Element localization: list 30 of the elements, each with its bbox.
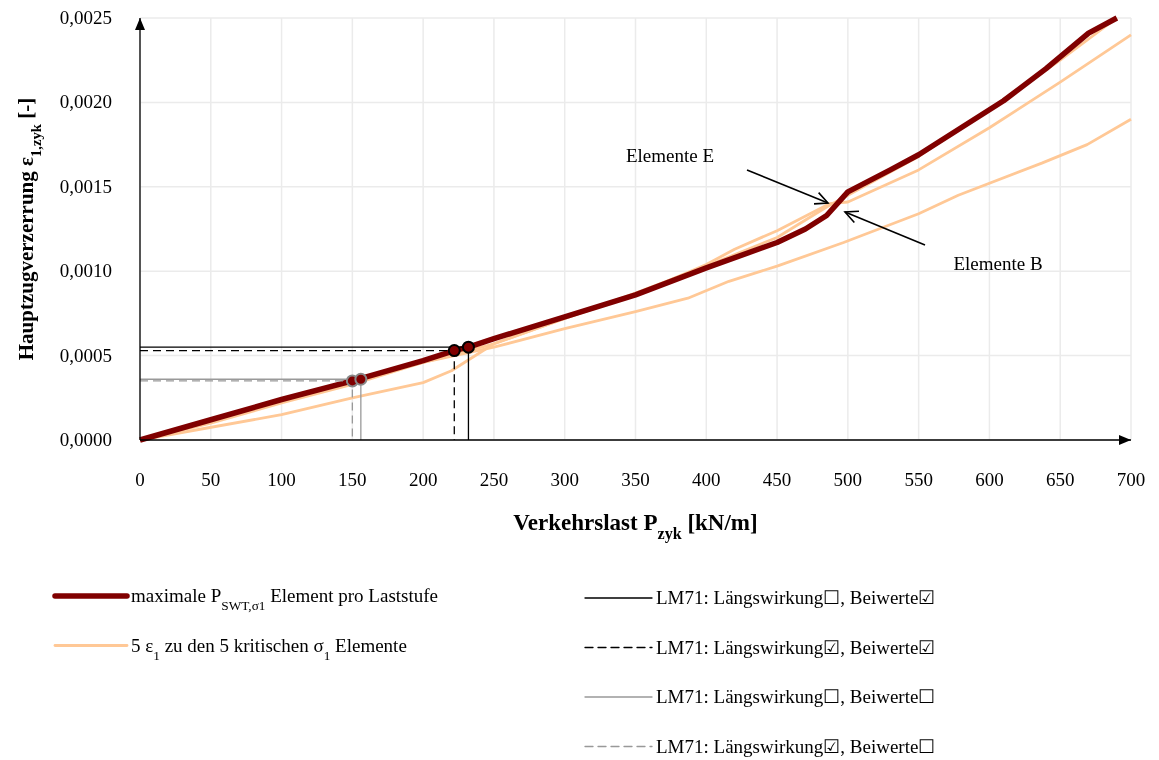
x-tick-label: 650: [1045, 469, 1075, 490]
x-tick-label: 500: [833, 469, 863, 490]
legend-label: LM71: Längswirkung☑, Beiwerte☑: [656, 636, 936, 658]
x-tick-label: 400: [692, 469, 721, 490]
y-tick-label: 0,0015: [59, 175, 112, 197]
legend-label: LM71: Längswirkung☐, Beiwerte☑: [656, 587, 936, 608]
x-tick-label: 550: [904, 469, 933, 490]
x-tick-label: 150: [338, 469, 367, 490]
y-tick-label: 0,0025: [59, 7, 112, 28]
legend-label: LM71: Längswirkung☑, Beiwerte☐: [656, 735, 936, 757]
y-tick-label: 0,0020: [59, 91, 112, 113]
x-tick-label: 50: [201, 469, 221, 490]
x-tick-label: 700: [1116, 469, 1146, 490]
legend-label: 5 ε$_{1}$ zu den 5 kritischen σ$_{1}$ Elemente: [131, 634, 407, 662]
x-tick-label: 300: [550, 469, 579, 490]
annotation: Elemente B: [953, 253, 1043, 274]
x-tick-label: 200: [408, 469, 438, 490]
legend-label: LM71: Längswirkung☐, Beiwerte☐: [656, 686, 936, 707]
x-tick-label: 250: [479, 469, 509, 490]
x-axis-title: Verkehrslast P$_{zyk}$ [kN/m]: [513, 510, 758, 543]
y-tick-label: 0,0010: [59, 260, 112, 282]
y-tick-label: 0,0005: [59, 344, 112, 366]
annotation: Elemente E: [625, 145, 715, 166]
y-tick-label: 0,0000: [59, 429, 112, 450]
legend-label: maximale P$_{SWT,σ1}$ Element pro Laststufe: [131, 585, 438, 613]
x-tick-label: 450: [762, 469, 792, 490]
x-tick-label: 100: [267, 469, 296, 490]
x-tick-label: 600: [975, 469, 1004, 490]
x-tick-label: 0: [135, 469, 145, 490]
x-tick-label: 350: [621, 469, 650, 490]
